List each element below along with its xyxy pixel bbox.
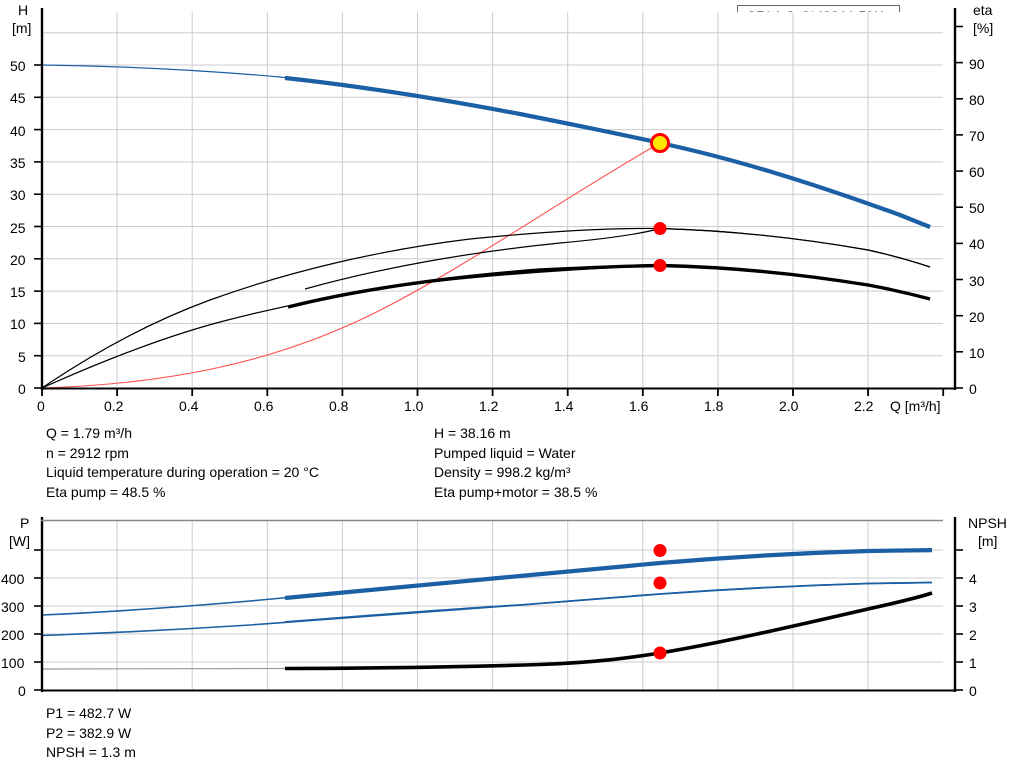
duty-info-eta-pump: Eta pump = 48.5 % xyxy=(46,483,166,500)
lower-left-tick-300: 300 xyxy=(1,599,25,615)
upper-left-axis-ticks xyxy=(34,64,42,389)
upper-left-tick-35: 35 xyxy=(10,154,26,171)
duty-info-speed: n = 2912 rpm xyxy=(46,444,129,461)
lower-left-tick-0: 0 xyxy=(18,683,26,699)
upper-x-axis-title: Q [m³/h] xyxy=(890,398,941,414)
upper-left-tick-5: 5 xyxy=(18,348,26,365)
upper-left-tick-15: 15 xyxy=(10,284,26,301)
head-duty-point xyxy=(650,133,670,153)
power-npsh-chart: P [W] NPSH [m] P1 P2 xyxy=(0,505,1024,705)
eta-pump-duty-point xyxy=(653,222,667,235)
duty-info-right-column: H = 38.16 m Pumped liquid = Water Densit… xyxy=(434,424,597,502)
upper-right-axis-ticks xyxy=(955,25,963,389)
upper-x-tick-06: 0.6 xyxy=(254,398,274,414)
upper-x-tick-04: 0.4 xyxy=(179,398,199,414)
upper-horizontal-gridlines xyxy=(42,32,943,357)
duty-info-head: H = 38.16 m xyxy=(434,425,511,441)
upper-left-axis-title-unit: H xyxy=(18,2,29,18)
upper-x-tick-02: 0.2 xyxy=(104,398,124,414)
lower-left-axis-title-unit: P xyxy=(20,515,30,531)
upper-x-tick-20: 2.0 xyxy=(779,398,799,414)
upper-right-tick-50: 50 xyxy=(969,200,985,217)
upper-x-tick-12: 1.2 xyxy=(479,398,499,414)
upper-x-axis-ticks xyxy=(41,388,945,396)
duty-info-q: Q = 1.79 m³/h xyxy=(46,425,132,441)
eta-pump-motor-duty-point xyxy=(653,259,667,272)
upper-x-tick-18: 1.8 xyxy=(704,398,724,414)
upper-right-tick-80: 80 xyxy=(969,91,985,108)
power-info-block: P1 = 482.7 W P2 = 382.9 W NPSH = 1.3 m xyxy=(46,704,136,763)
p2-curve-thick xyxy=(284,581,933,623)
lower-left-axis-ticks xyxy=(34,549,42,691)
eta-pump-motor-curve-thick xyxy=(287,263,931,309)
lower-right-tick-1: 1 xyxy=(969,655,977,671)
lower-right-axis-ticks xyxy=(955,549,963,691)
upper-x-tick-10: 1.0 xyxy=(404,398,424,414)
duty-info-temperature: Liquid temperature during operation = 20… xyxy=(46,464,319,480)
duty-info-left-column: Q = 1.79 m³/h n = 2912 rpm Liquid temper… xyxy=(46,424,319,502)
upper-x-tick-14: 1.4 xyxy=(554,398,574,414)
power-info-npsh: NPSH = 1.3 m xyxy=(46,744,136,760)
lower-right-tick-3: 3 xyxy=(969,599,977,615)
lower-right-axis-title-bracket: [m] xyxy=(978,533,998,549)
upper-left-tick-0: 0 xyxy=(18,381,26,397)
upper-right-tick-30: 30 xyxy=(969,272,985,289)
npsh-duty-point xyxy=(653,646,667,660)
upper-right-tick-70: 70 xyxy=(969,127,985,144)
p1-curve-thick xyxy=(284,548,933,601)
upper-right-tick-10: 10 xyxy=(969,344,985,361)
duty-info-pumped-liquid: Pumped liquid = Water xyxy=(434,444,576,461)
upper-right-tick-90: 90 xyxy=(969,55,985,72)
upper-x-tick-16: 1.6 xyxy=(629,398,649,414)
upper-right-axis-title-unit: eta xyxy=(973,2,993,18)
upper-right-tick-60: 60 xyxy=(969,164,985,181)
upper-vertical-gridlines xyxy=(116,12,869,388)
upper-x-tick-22: 2.2 xyxy=(854,398,874,414)
upper-left-tick-50: 50 xyxy=(10,58,26,74)
upper-right-tick-20: 20 xyxy=(969,308,985,325)
lower-chart-plot xyxy=(34,517,963,692)
power-info-p1: P1 = 482.7 W xyxy=(46,705,132,721)
power-info-p2: P2 = 382.9 W xyxy=(46,724,132,741)
lower-left-tick-400: 400 xyxy=(1,571,25,587)
upper-left-tick-20: 20 xyxy=(10,251,26,268)
lower-right-tick-4: 4 xyxy=(969,571,977,587)
lower-right-tick-2: 2 xyxy=(969,627,977,643)
upper-left-tick-30: 30 xyxy=(10,187,26,204)
upper-left-tick-25: 25 xyxy=(10,219,26,236)
lower-left-tick-100: 100 xyxy=(1,655,25,671)
lower-right-axis-title-unit: NPSH xyxy=(968,515,1007,531)
upper-x-tick-0: 0 xyxy=(37,398,45,414)
upper-left-tick-45: 45 xyxy=(10,90,26,107)
upper-right-tick-0: 0 xyxy=(969,381,977,397)
npsh-curve-thin xyxy=(41,667,286,670)
lower-left-axis-title-bracket: [W] xyxy=(9,533,30,549)
lower-right-tick-0: 0 xyxy=(969,683,977,699)
upper-chart-plot xyxy=(34,8,963,396)
p2-duty-point xyxy=(653,576,667,590)
duty-info-eta-pump-motor: Eta pump+motor = 38.5 % xyxy=(434,483,598,500)
upper-right-tick-40: 40 xyxy=(969,236,985,253)
duty-info-density: Density = 998.2 kg/m³ xyxy=(434,464,571,480)
upper-left-tick-10: 10 xyxy=(10,316,26,333)
upper-x-tick-08: 0.8 xyxy=(329,398,349,414)
upper-right-axis-title-bracket: [%] xyxy=(973,20,994,36)
upper-left-axis-title-bracket: [m] xyxy=(12,20,32,36)
head-efficiency-chart: H [m] eta [%] Q [m³/h] xyxy=(10,2,994,414)
upper-left-tick-40: 40 xyxy=(10,122,26,139)
p1-duty-point xyxy=(653,544,667,557)
lower-left-tick-200: 200 xyxy=(1,627,25,643)
system-curve xyxy=(41,142,661,389)
